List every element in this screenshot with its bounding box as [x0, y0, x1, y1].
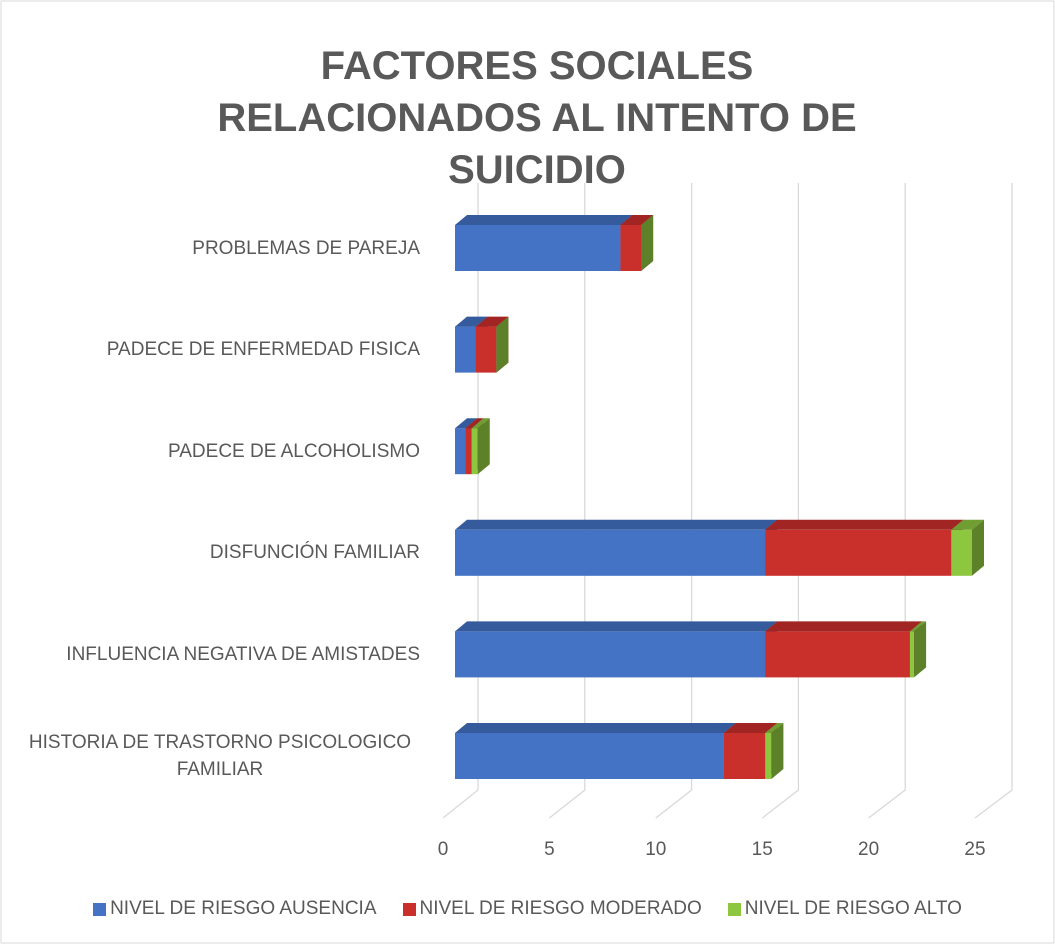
legend-item: NIVEL DE RIESGO AUSENCIA: [93, 898, 377, 920]
bar-segment: [471, 418, 490, 475]
bar-face: [914, 621, 927, 678]
x-tick-label: 20: [858, 839, 879, 860]
bar-face: [765, 733, 772, 779]
bar-face: [455, 326, 476, 373]
y-tick-text: PADECE DE ALCOHOLISMO: [168, 440, 420, 462]
grid-line: [974, 183, 1013, 819]
y-tick-text: DISFUNCIÓN FAMILIAR: [209, 542, 420, 564]
grid-line: [548, 183, 586, 819]
bar-face: [455, 418, 478, 429]
legend-label: NIVEL DE RIESGO ALTO: [744, 898, 962, 919]
legend-item: NIVEL DE RIESGO MODERADO: [402, 898, 702, 920]
y-tick-label: PADECE DE ENFERMEDAD FISICA: [20, 310, 420, 390]
x-tick-label: 10: [645, 839, 666, 860]
bar-face: [465, 418, 484, 429]
bar-face: [455, 733, 724, 779]
grid-line: [761, 183, 800, 819]
bar-face: [455, 428, 466, 475]
bar-face: [455, 631, 766, 678]
bar-face: [951, 529, 972, 576]
bar-face: [455, 316, 488, 327]
y-tick-text: PADECE DE ENFERMEDAD FISICA: [106, 339, 420, 361]
bar-segment: [455, 723, 736, 779]
bar-face: [909, 631, 915, 678]
x-tick-label: 5: [544, 839, 555, 860]
legend-swatch: [93, 902, 107, 916]
bar-segment: [765, 519, 964, 576]
grid-line: [868, 183, 906, 819]
bar-segment: [765, 621, 922, 678]
grid-line: [442, 183, 479, 819]
bar-face: [475, 326, 497, 373]
bar-segment: [455, 519, 778, 576]
grid-line: [655, 183, 693, 819]
y-tick-label: PADECE DE ALCOHOLISMO: [20, 411, 420, 491]
bar-face: [620, 225, 642, 271]
bar-segment: [951, 519, 984, 576]
bar-face: [496, 316, 509, 373]
bar-face: [765, 621, 922, 632]
bar-face: [455, 723, 736, 733]
bar-face: [455, 225, 621, 271]
y-tick-label: PROBLEMAS DE PAREJA: [20, 208, 420, 288]
bar-face: [455, 519, 778, 530]
x-tick-label: 0: [438, 839, 449, 860]
y-tick-label: HISTORIA DE TRASTORNO PSICOLOGICO FAMILI…: [20, 716, 420, 796]
bar-face: [455, 215, 633, 225]
legend: NIVEL DE RIESGO AUSENCIA NIVEL DE RIESGO …: [0, 898, 1055, 920]
bar-face: [765, 723, 784, 733]
bar-face: [771, 723, 784, 779]
legend-swatch: [727, 902, 741, 916]
bar-face: [455, 621, 778, 632]
bar-face: [620, 215, 654, 225]
x-tick-label: 25: [964, 839, 985, 860]
bar-segment: [455, 621, 778, 678]
y-tick-text: PROBLEMAS DE PAREJA: [192, 237, 420, 259]
bar-face: [765, 529, 952, 576]
x-tick-label: 15: [752, 839, 773, 860]
bar-face: [471, 418, 490, 429]
bar-face: [765, 519, 964, 530]
bar-segment: [909, 621, 927, 678]
bar-face: [455, 529, 766, 576]
chart-title: FACTORES SOCIALES RELACIONADOS AL INTENT…: [217, 44, 857, 192]
bar-face: [765, 631, 910, 678]
bar-face: [465, 428, 472, 475]
legend-label: NIVEL DE RIESGO MODERADO: [419, 898, 702, 919]
bar-face: [471, 428, 478, 475]
bar-segment: [496, 316, 509, 373]
bar-face: [723, 723, 778, 733]
y-tick-text: HISTORIA DE TRASTORNO PSICOLOGICO FAMILI…: [28, 732, 412, 780]
bar-segment: [455, 215, 633, 271]
bar-face: [641, 215, 654, 271]
y-tick-label: DISFUNCIÓN FAMILIAR: [20, 513, 420, 593]
legend-label: NIVEL DE RIESGO AUSENCIA: [110, 898, 377, 919]
y-tick-label: INFLUENCIA NEGATIVA DE AMISTADES: [20, 614, 420, 694]
bar-segment: [641, 215, 654, 271]
legend-swatch: [402, 902, 416, 916]
bar-face: [909, 621, 927, 632]
bar-face: [477, 418, 490, 475]
y-tick-text: INFLUENCIA NEGATIVA DE AMISTADES: [66, 643, 420, 665]
bar-face: [972, 519, 984, 576]
legend-item: NIVEL DE RIESGO ALTO: [727, 898, 962, 920]
bar-face: [951, 519, 984, 530]
bar-face: [723, 733, 766, 779]
bar-segment: [765, 723, 784, 779]
bar-face: [475, 316, 509, 327]
